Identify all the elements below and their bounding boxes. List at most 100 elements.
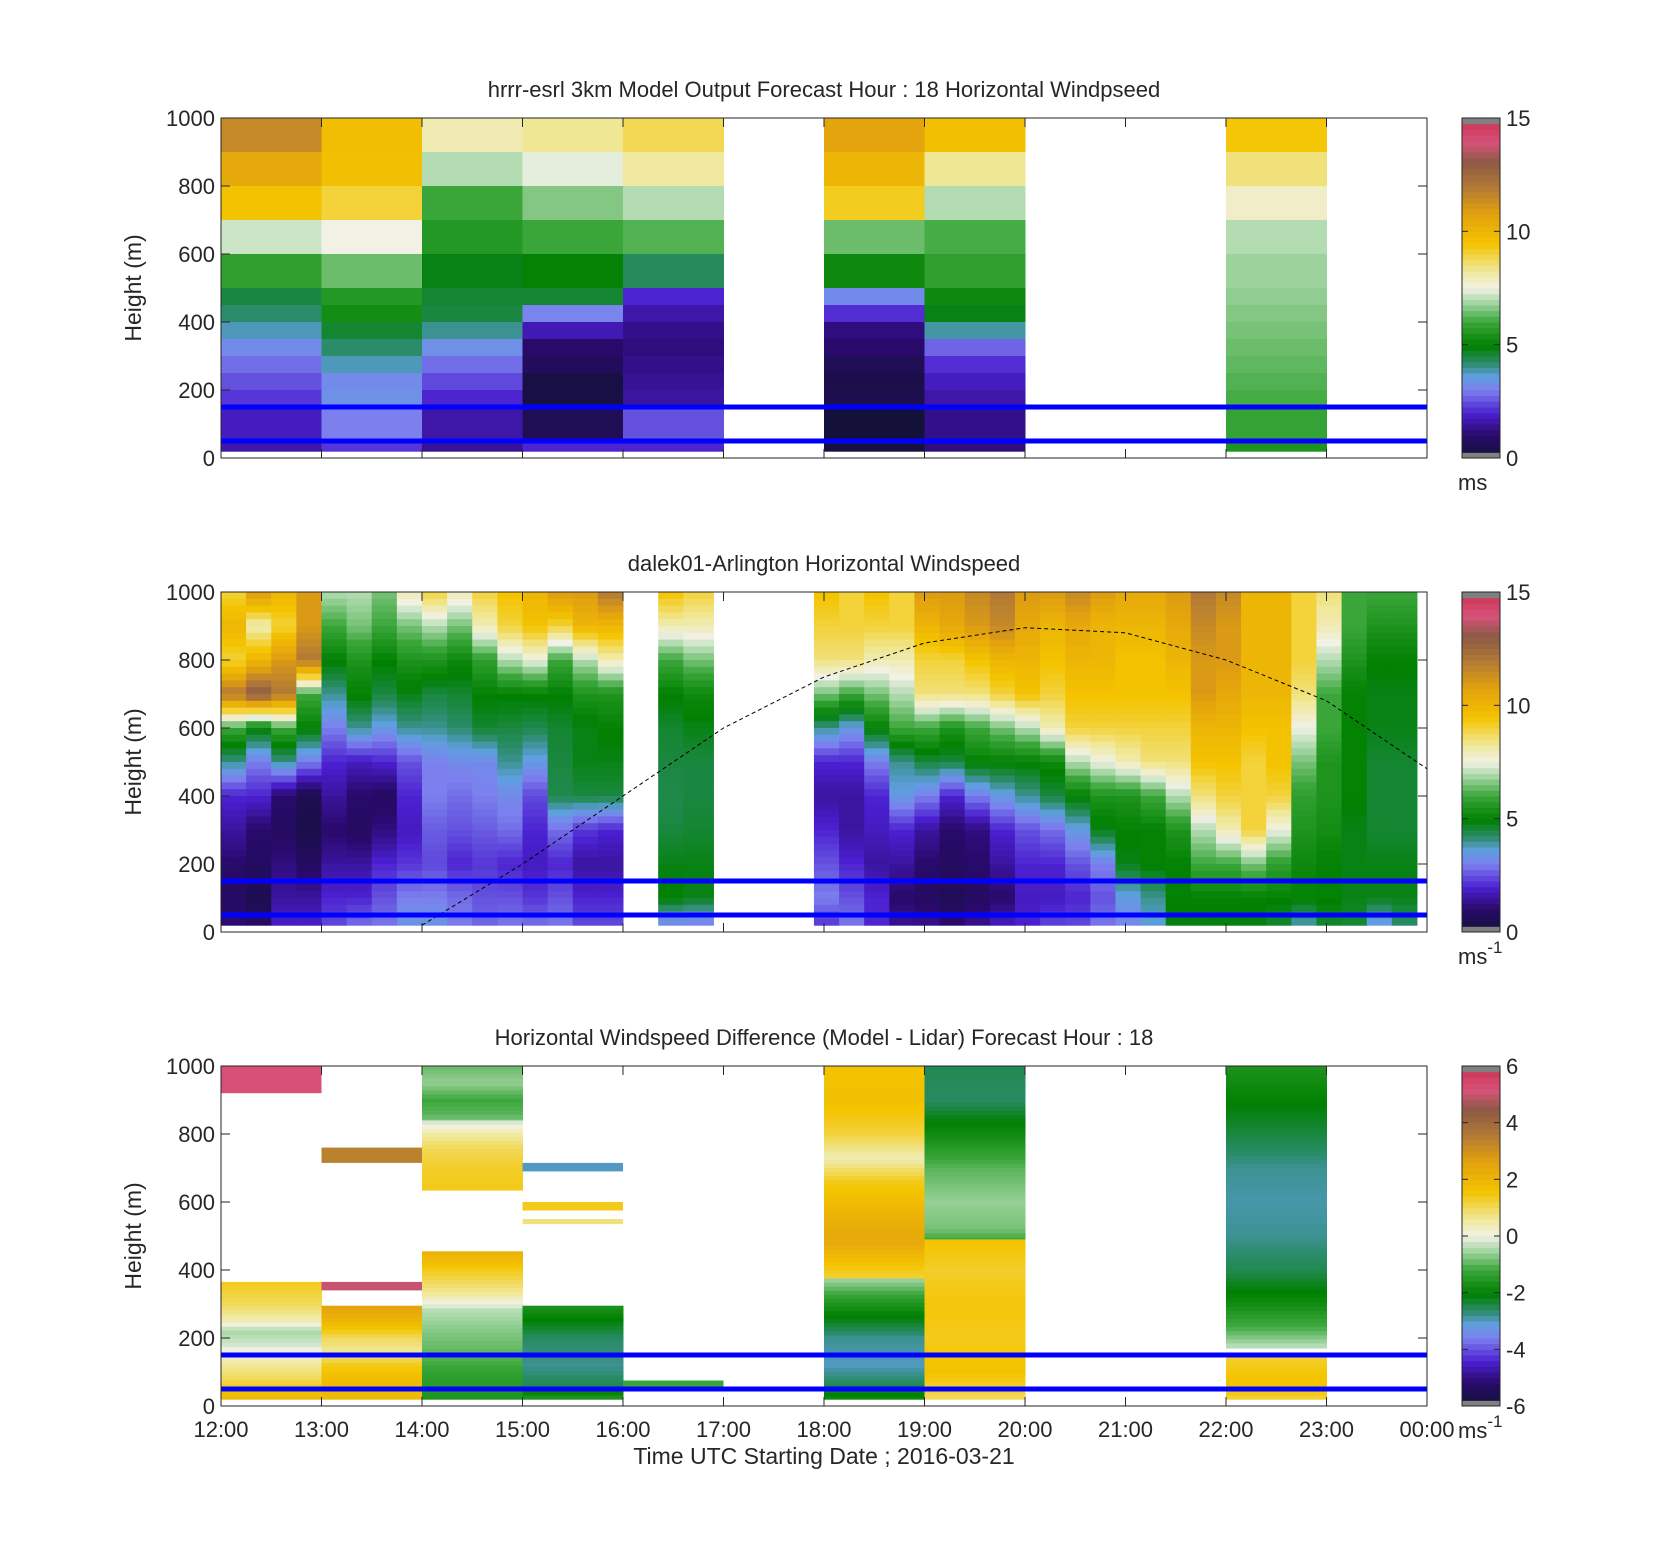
heatmap-cell — [522, 1338, 624, 1343]
heatmap-cell — [824, 305, 925, 323]
colorbar-tick-label: 0 — [1506, 1224, 1518, 1249]
heatmap-cell — [321, 305, 423, 323]
heatmap-cell — [472, 680, 498, 688]
heatmap-cell — [964, 870, 991, 879]
heatmap-cell — [1391, 721, 1418, 729]
colorbar-segment — [1462, 1309, 1500, 1316]
heatmap-cell — [321, 118, 423, 153]
heatmap-cell — [839, 843, 865, 851]
colorbar-segment — [1462, 626, 1500, 633]
heatmap-cell — [1140, 700, 1167, 709]
heatmap-cell — [658, 728, 684, 736]
heatmap-cell — [271, 830, 297, 838]
heatmap-cell — [221, 768, 247, 777]
heatmap-cell — [522, 666, 549, 675]
heatmap-cell — [683, 904, 714, 913]
heatmap-cell — [964, 592, 991, 600]
heatmap-cell — [1291, 870, 1317, 879]
heatmap-cell — [1266, 898, 1292, 906]
heatmap-cell — [1040, 714, 1066, 722]
heatmap-cell — [658, 660, 684, 668]
heatmap-cell — [1215, 884, 1242, 892]
heatmap-cell — [1065, 707, 1091, 715]
heatmap-cell — [1090, 639, 1116, 647]
colorbar-segment — [1462, 1111, 1500, 1118]
heatmap-cell — [889, 666, 915, 675]
heatmap-cell — [1391, 904, 1418, 913]
heatmap-cell — [271, 680, 297, 688]
heatmap-cell — [1140, 687, 1167, 695]
heatmap-cell — [1241, 823, 1267, 831]
heatmap-cell — [889, 857, 915, 865]
heatmap-cell — [1215, 741, 1242, 749]
heatmap-cell — [547, 775, 574, 783]
heatmap-cell — [939, 619, 966, 627]
colorbar-segment — [1462, 299, 1500, 306]
heatmap-cell — [1266, 850, 1292, 858]
heatmap-cell — [623, 288, 724, 306]
heatmap-cell — [964, 700, 991, 709]
heatmap-cell — [1014, 714, 1041, 722]
heatmap-cell — [1226, 1274, 1327, 1279]
heatmap-cell — [572, 762, 599, 770]
heatmap-cell — [221, 728, 247, 736]
heatmap-cell — [321, 864, 348, 872]
y-tick-label: 200 — [178, 1326, 215, 1351]
heatmap-cell — [813, 857, 840, 865]
heatmap-cell — [658, 762, 684, 770]
heatmap-cell — [422, 1300, 523, 1305]
heatmap-cell — [683, 598, 714, 607]
heatmap-cell — [221, 356, 322, 374]
heatmap-cell — [547, 836, 574, 845]
heatmap-cell — [1190, 680, 1217, 688]
heatmap-cell — [572, 775, 599, 783]
heatmap-cell — [296, 918, 322, 926]
heatmap-cell — [1226, 1086, 1327, 1091]
heatmap-cell — [321, 755, 348, 763]
heatmap-cell — [221, 646, 247, 654]
heatmap-cell — [683, 823, 714, 831]
heatmap-cell — [1341, 904, 1368, 913]
colorbar-segment — [1462, 1117, 1500, 1124]
heatmap-cell — [924, 1090, 1026, 1096]
heatmap-cell — [989, 898, 1016, 906]
x-tick-label: 00:00 — [1399, 1417, 1454, 1442]
heatmap-cell — [1241, 700, 1267, 709]
heatmap-cell — [824, 1319, 925, 1324]
heatmap-cell — [964, 714, 991, 722]
heatmap-cell — [572, 660, 599, 668]
heatmap-cell — [989, 789, 1016, 797]
heatmap-cell — [1065, 830, 1091, 838]
heatmap-cell — [1115, 796, 1142, 804]
heatmap-cell — [321, 850, 348, 858]
y-tick-label: 0 — [203, 1394, 215, 1419]
heatmap-cell — [864, 605, 890, 613]
heatmap-cell — [1090, 884, 1116, 892]
heatmap-cell — [1226, 1343, 1327, 1349]
difference-block — [824, 1066, 925, 1279]
heatmap-cell — [1014, 857, 1041, 865]
heatmap-cell — [924, 1225, 1026, 1230]
profile-column — [396, 592, 423, 926]
heatmap-cell — [939, 646, 966, 654]
heatmap-cell — [824, 1127, 925, 1132]
heatmap-cell — [221, 1339, 322, 1344]
heatmap-cell — [371, 775, 398, 783]
heatmap-cell — [1291, 714, 1317, 722]
heatmap-cell — [1115, 768, 1142, 777]
heatmap-cell — [1366, 884, 1393, 892]
heatmap-cell — [683, 666, 714, 675]
heatmap-cell — [522, 632, 549, 641]
heatmap-cell — [396, 673, 423, 681]
heatmap-cell — [221, 1379, 322, 1385]
heatmap-cell — [1226, 1363, 1327, 1368]
colorbar-tick-label: 2 — [1506, 1167, 1518, 1192]
heatmap-cell — [371, 639, 398, 647]
heatmap-cell — [1215, 830, 1242, 838]
heatmap-cell — [864, 612, 890, 620]
heatmap-cell — [1065, 898, 1091, 906]
heatmap-cell — [422, 830, 448, 838]
heatmap-cell — [1366, 796, 1393, 804]
heatmap-cell — [1014, 741, 1041, 749]
heatmap-cell — [839, 850, 865, 858]
